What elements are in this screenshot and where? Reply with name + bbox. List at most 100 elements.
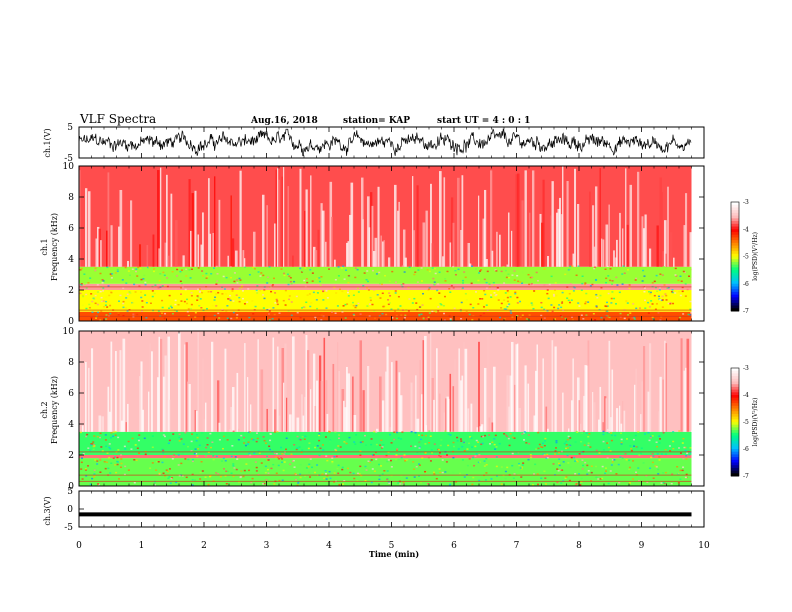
spectrum-speckle <box>480 269 483 271</box>
spectrum-streak <box>292 255 294 267</box>
spectrum-speckle <box>669 450 672 452</box>
spectrum-speckle <box>167 442 170 445</box>
spectrum-streak <box>439 171 442 267</box>
spectrum-speckle <box>495 270 498 272</box>
colorbar-swatch <box>731 281 739 285</box>
spectrum-speckle <box>664 453 667 455</box>
spectrum-speckle <box>452 265 455 268</box>
spectrum-speckle <box>567 444 570 446</box>
spectrum-speckle <box>494 294 497 297</box>
spectrum-speckle <box>623 272 626 275</box>
spectrum-speckle <box>389 295 392 297</box>
spectrum-speckle <box>342 305 345 307</box>
spectrum-speckle <box>483 278 486 281</box>
spectrum-speckle <box>600 430 603 432</box>
spectrum-streak <box>506 264 509 267</box>
spectrum-streak <box>443 412 445 432</box>
spectrum-speckle <box>610 432 613 434</box>
colorbar-swatch <box>731 286 739 290</box>
spectrum-streak <box>148 391 150 432</box>
spectrum-speckle <box>341 290 344 293</box>
spectrum-speckle <box>232 311 235 314</box>
spectrum-speckle <box>259 275 262 277</box>
spectrum-streak <box>421 394 424 432</box>
spectrum-speckle <box>509 281 512 284</box>
spectrum-speckle <box>628 459 631 462</box>
spectrum-speckle <box>162 449 165 452</box>
spectrum-speckle <box>211 441 214 443</box>
spectrum-speckle <box>485 457 488 460</box>
spectrum-speckle <box>243 469 246 472</box>
spectrum-speckle <box>100 300 103 303</box>
spectrum-speckle <box>418 464 421 466</box>
spectrum-speckle <box>395 454 398 456</box>
spectrum-speckle <box>149 302 152 305</box>
colorbar-swatch <box>731 305 739 309</box>
spectrum-speckle <box>672 440 675 443</box>
spectrum-speckle <box>438 448 441 451</box>
spectrum-speckle <box>559 469 562 471</box>
spectrum-speckle <box>613 459 616 461</box>
spectrum-streak <box>274 223 277 267</box>
spectrum-speckle <box>682 466 685 468</box>
spectrum-speckle <box>503 282 506 284</box>
spectrum-streak <box>212 232 214 267</box>
spectrum-speckle <box>604 472 607 475</box>
spectrum-speckle <box>492 281 495 284</box>
spectrum-speckle <box>284 289 287 292</box>
spectrum-speckle <box>471 318 474 321</box>
spectrum-speckle <box>299 473 302 475</box>
spectrum-speckle <box>395 431 398 434</box>
spectrum-speckle <box>127 270 130 272</box>
spectrum-streak <box>203 419 207 432</box>
spectrum-speckle <box>213 314 216 317</box>
spectrum-speckle <box>214 293 217 295</box>
spectrum-speckle <box>609 470 612 472</box>
spectrum-speckle <box>493 292 496 294</box>
spectrum-speckle <box>83 283 86 286</box>
colorbar-swatch <box>731 395 739 399</box>
spectrum-speckle <box>117 300 120 302</box>
spectrum-speckle <box>298 446 301 448</box>
spectrum-streak <box>347 241 350 267</box>
colorbar-swatch <box>731 459 739 463</box>
spectrum-streak <box>235 250 238 267</box>
spectrum-speckle <box>672 431 675 433</box>
spectrum-speckle <box>105 314 108 316</box>
spectrum-speckle <box>236 282 239 284</box>
spectrum-speckle <box>266 468 269 471</box>
spectrum-speckle <box>670 482 673 485</box>
spectrum-streak <box>452 386 455 432</box>
spectrum-speckle <box>216 273 219 275</box>
spectrum-speckle <box>256 437 259 440</box>
spectrum-speckle <box>211 304 214 307</box>
spectrum-speckle <box>190 440 193 443</box>
spectrum-speckle <box>543 454 546 456</box>
y-tick-label: 4 <box>68 420 74 430</box>
spectrum-speckle <box>469 436 472 438</box>
spectrum-speckle <box>184 431 187 434</box>
spectrum-speckle <box>495 475 498 477</box>
spectrum-speckle <box>386 478 389 481</box>
colorbar-swatch <box>731 207 739 211</box>
spectrum-speckle <box>143 437 146 440</box>
spectrum-speckle <box>391 270 394 273</box>
spectrum-speckle <box>136 447 139 449</box>
spectrum-speckle <box>350 303 353 306</box>
spectrum-streak <box>400 395 403 432</box>
date-label: Aug.16, 2018 <box>250 116 318 126</box>
spectrum-speckle <box>205 272 208 275</box>
spectrum-speckle <box>83 273 86 275</box>
spectrum-streak <box>266 205 268 267</box>
spectrum-speckle <box>195 440 198 442</box>
spectrum-speckle <box>685 455 688 457</box>
spectrum-speckle <box>690 312 693 314</box>
spectrum-speckle <box>578 473 581 475</box>
spectrum-speckle <box>383 305 386 308</box>
spectrum-speckle <box>198 444 201 447</box>
spectrum-speckle <box>343 441 346 443</box>
spectrum-speckle <box>248 469 251 472</box>
spectrum-speckle <box>84 468 87 470</box>
spectrum-speckle <box>273 483 276 485</box>
spectrum-streak <box>640 414 642 432</box>
